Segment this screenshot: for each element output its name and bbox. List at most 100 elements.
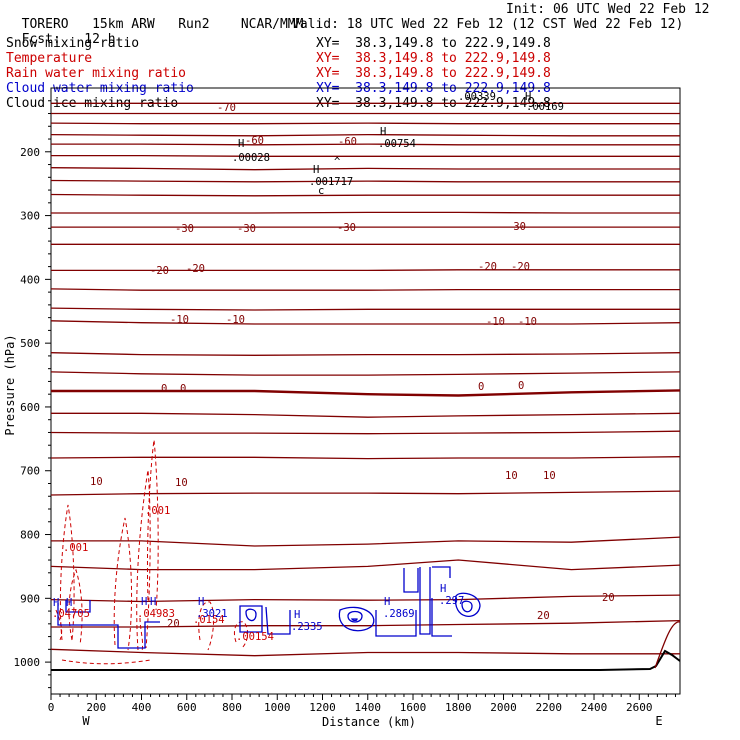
isotherm-line-22 [50,490,681,496]
cloud-label-0: .3021 [196,608,228,620]
rain-label-1: .001 [145,505,170,517]
legend-rain-xy: XY= 38.3,149.8 to 222.9,149.8 [316,66,551,81]
rain-contour-4 [146,439,159,611]
y-tick-label-0: 200 [20,146,40,159]
cloud-contour-13 [461,600,473,613]
cloud-water-contours [57,566,481,649]
forecast-hour: Fcst: 12 h [6,17,116,47]
temp-label-22: 10 [543,470,556,482]
y-tick-label-1: 300 [20,210,40,223]
isotherm-line-15 [50,320,681,325]
isotherm-line-19 [51,412,681,418]
isotherm-line-16 [50,352,681,356]
model-org: NCAR/MMM [240,17,304,32]
temp-label-23: 20 [167,618,180,630]
cloud-contour-1 [65,600,91,613]
legend-rain-name: Rain water mixing ratio [6,66,187,81]
temperature-isotherms [50,102,681,657]
y-axis-title: Pressure (hPa) [3,334,17,435]
isotherm-line-27 [50,648,680,657]
y-tick-label-3: 500 [20,337,40,350]
temp-label-2: -60 [338,136,357,148]
x-tick-label-10: 2000 [490,701,517,714]
temp-label-13: -10 [486,316,505,328]
isotherm-line-6 [50,167,680,171]
x-axis-west-label: W [82,714,90,728]
cloud-label-1: .2335 [291,621,323,633]
isotherm-line-26 [51,619,681,628]
high-marker-6: H [141,596,147,608]
y-tick-label-6: 800 [20,529,40,542]
high-marker-7: H [198,596,204,608]
isotherm-line-7 [50,179,680,183]
snow-symbol-1: c [318,185,324,197]
isotherm-line-5 [51,154,680,157]
cloud-contour-2 [239,605,263,633]
x-tick-label-5: 1000 [264,701,291,714]
cloud-contour-12 [455,592,481,617]
temp-label-17: 0 [478,381,484,393]
snow-label-1: .00754 [378,138,416,150]
y-tick-label-8: 1000 [14,656,41,669]
x-tick-label-7: 1400 [355,701,382,714]
rain-contour-8 [139,617,144,653]
rain-label-3: .04983 [137,608,175,620]
x-tick-label-1: 200 [86,701,106,714]
cloud-contour-14 [431,598,452,637]
rain-contour-9 [61,659,151,665]
cloud-contour-8 [375,610,417,637]
legend-temperature-xy: XY= 38.3,149.8 to 222.9,149.8 [316,51,551,66]
x-axis-title: Distance (km) [322,715,416,729]
rain-label-0: .001 [63,542,88,554]
y-tick-label-5: 700 [20,465,40,478]
temp-label-10: -20 [511,261,530,273]
temp-label-5: -30 [337,222,356,234]
rain-contour-1 [68,568,83,646]
model-name: TORERO [21,17,69,32]
high-marker-1: H [380,126,386,138]
isotherm-line-20 [50,430,681,435]
rain-label-5: .00154 [236,631,274,643]
isotherm-line-24 [50,559,681,571]
forecast-label: Fcst: [21,32,61,47]
terrain-line [51,649,681,671]
temp-label-15: 0 [161,383,167,395]
temp-label-14: -10 [518,316,537,328]
cloud-contour-7 [350,618,358,622]
temp-label-7: -20 [150,265,169,277]
isotherm-line-25 [50,594,681,603]
rain-label-4: .0154 [193,614,225,626]
legend-snow-name: Snow mixing ratio [6,36,140,51]
temp-label-24: 20 [602,592,615,604]
temp-label-8: -20 [186,263,205,275]
terrain-isotherm-edge [654,621,681,669]
temp-label-9: -20 [478,261,497,273]
temp-label-20: 10 [175,477,188,489]
x-tick-label-3: 600 [177,701,197,714]
cloud-contour-5 [338,606,375,632]
isotherm-line-2 [50,122,680,125]
snow-label-2: .001717 [309,176,353,188]
init-time: Init: 06 UTC Wed 22 Feb 12 [506,2,710,17]
axes: 0 200 400 600 800 1000 1200 1400 1600 1800 2000 220… [14,100,676,714]
cloud-contour-4 [265,606,291,635]
cloud-contour-0 [57,603,160,649]
temp-label-16: 0 [180,383,186,395]
y-tick-label-4: 600 [20,401,40,414]
isotherm-line-14 [50,307,680,311]
high-marker-0: H [238,138,244,150]
model-resolution: 15km ARW [92,17,155,32]
cloud-contour-3 [245,608,257,622]
high-marker-8: H [294,609,300,621]
x-tick-label-4: 800 [222,701,242,714]
isotherm-line-23 [51,536,681,547]
cloud-contour-6 [347,610,363,623]
cloud-label-3: .297 [439,595,464,607]
snow-label-3: .00339 [458,91,496,103]
y-tick-label-7: 900 [20,592,40,605]
model-title: TORERO 15km ARW Run2 NCAR/MMM [6,2,304,32]
legend-snow-xy: XY= 38.3,149.8 to 222.9,149.8 [316,36,551,51]
rain-label-2: .04705 [52,608,90,620]
